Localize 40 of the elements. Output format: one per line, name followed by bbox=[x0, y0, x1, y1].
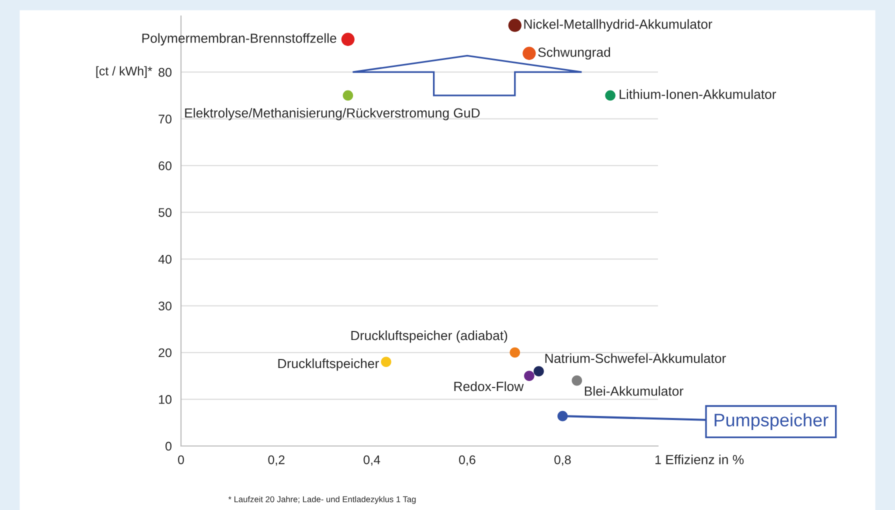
series-label: Schwungrad bbox=[538, 47, 610, 60]
series-label: Lithium-Ionen-Akkumulator bbox=[620, 89, 776, 99]
point bbox=[508, 18, 522, 32]
text: Pumpspeicher bbox=[714, 413, 828, 430]
point bbox=[342, 90, 354, 101]
y-tick-label: 80 bbox=[158, 68, 172, 77]
x-axis-title: Effizienz in % bbox=[666, 454, 744, 464]
series-label: Polymermembran-Brennstoffzelle bbox=[142, 33, 336, 46]
y-tick-label: 60 bbox=[158, 161, 172, 170]
y-tick-label: 70 bbox=[158, 114, 172, 124]
series-label: Natrium-Schwefel-Akkumulator bbox=[545, 353, 726, 364]
x-tick-label: 0,8 bbox=[554, 455, 571, 466]
y-tick-label: 10 bbox=[159, 395, 172, 404]
series-label: Blei-Akkumulator bbox=[584, 386, 684, 396]
point bbox=[522, 46, 536, 60]
x-tick-label: 0,4 bbox=[364, 455, 380, 466]
y-tick-label: 20 bbox=[158, 348, 172, 358]
y-tick-label: 50 bbox=[158, 208, 172, 217]
y-tick-label: 30 bbox=[158, 302, 172, 310]
point bbox=[510, 347, 520, 358]
x-tick-label: 0 bbox=[178, 455, 184, 464]
y-tick-label: 40 bbox=[158, 254, 172, 264]
x-tick-label: 0,2 bbox=[268, 455, 284, 466]
series-label: Redox-Flow bbox=[454, 381, 524, 392]
series-label: Druckluftspeicher bbox=[278, 358, 379, 371]
y-tick-label: 0 bbox=[166, 442, 172, 451]
point bbox=[557, 410, 568, 422]
point bbox=[341, 32, 355, 46]
y-axis-title: [ct / kWh]* bbox=[96, 66, 152, 78]
point bbox=[524, 370, 534, 382]
x-tick-label: 0,6 bbox=[459, 455, 476, 466]
point bbox=[572, 375, 582, 386]
series-label: Druckluftspeicher (adiabat) bbox=[351, 330, 508, 343]
series-label: Elektrolyse/Methanisierung/Rückverstromung GuD bbox=[185, 108, 480, 120]
series-label: Nickel-Metallhydrid-Akkumulator bbox=[524, 19, 712, 32]
point bbox=[534, 366, 544, 376]
point bbox=[605, 90, 616, 101]
text: * Laufzeit 20 Jahre; Lade- und Entladezyklus 1 Tag bbox=[228, 496, 416, 504]
point bbox=[380, 356, 392, 368]
x-tick-label: 1 bbox=[655, 455, 661, 464]
